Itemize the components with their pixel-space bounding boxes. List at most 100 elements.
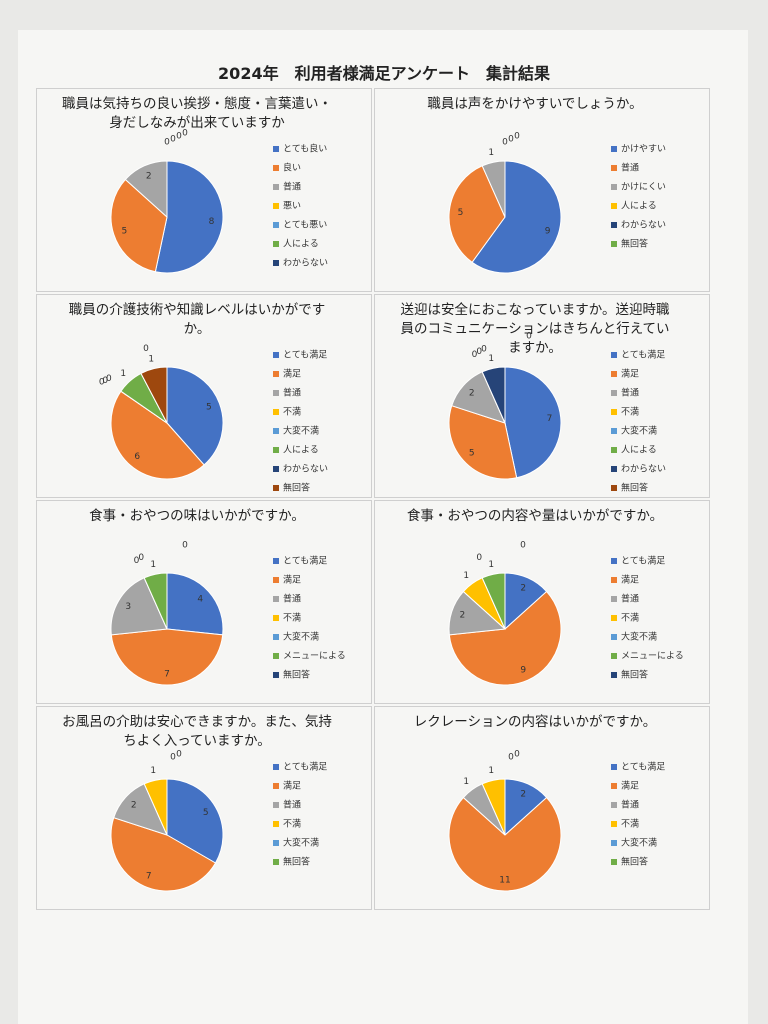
- legend-label: わからない: [283, 258, 328, 269]
- legend-label: わからない: [621, 464, 666, 475]
- legend-swatch: [611, 653, 617, 659]
- legend-label: とても良い: [283, 143, 327, 155]
- data-label: 0: [508, 135, 514, 145]
- data-label: 0: [476, 553, 482, 563]
- legend-swatch: [273, 840, 279, 846]
- legend-label: とても満足: [621, 762, 665, 773]
- data-label: 5: [122, 226, 128, 236]
- legend-label: 無回答: [283, 856, 310, 868]
- data-label: 0: [164, 138, 170, 148]
- legend-swatch: [611, 558, 617, 564]
- legend-label: 無回答: [283, 669, 310, 681]
- legend-swatch: [611, 447, 617, 453]
- data-label: 0: [182, 129, 188, 139]
- legend-label: 普通: [621, 387, 639, 399]
- legend-label: 不満: [283, 407, 301, 418]
- data-label: 0: [481, 345, 487, 355]
- legend-label: 不満: [283, 613, 301, 624]
- legend-label: 無回答: [621, 238, 648, 250]
- legend-swatch: [611, 634, 617, 640]
- legend-label: とても満足: [621, 350, 665, 361]
- data-label: 1: [488, 560, 494, 570]
- data-label: 0: [138, 553, 144, 563]
- legend-label: 普通: [283, 799, 301, 811]
- chart-panel: 職員の介護技術や知識レベルはいかがですか。 5 6 0 0 0 1 0 1 とても満足 満足 普通 不満…: [36, 294, 372, 498]
- legend-label: 大変不満: [621, 837, 657, 849]
- legend-label: 無回答: [621, 669, 648, 681]
- data-label: 1: [150, 766, 156, 776]
- legend-label: 普通: [621, 593, 639, 605]
- data-label: 0: [526, 332, 532, 342]
- legend-swatch: [273, 409, 279, 415]
- pie-slice: [110, 817, 217, 892]
- legend-swatch: [273, 634, 279, 640]
- data-label: 5: [206, 403, 212, 413]
- pie-slice: [166, 366, 224, 466]
- data-label: 2: [131, 801, 137, 811]
- legend-swatch: [611, 783, 617, 789]
- legend-swatch: [273, 466, 279, 472]
- legend-swatch: [611, 184, 617, 190]
- legend-label: 大変不満: [283, 837, 319, 849]
- legend-label: 無回答: [283, 482, 310, 494]
- chart-panel: 送迎は安全におこなっていますか。送迎時職員のコミュニケーションはきちんと行えてい…: [374, 294, 710, 498]
- legend-swatch: [273, 371, 279, 377]
- data-label: 0: [170, 753, 176, 763]
- legend-swatch: [611, 146, 617, 152]
- legend-swatch: [273, 615, 279, 621]
- legend-swatch: [273, 146, 279, 152]
- legend-label: 普通: [283, 181, 301, 193]
- legend-label: メニューによる: [283, 651, 346, 662]
- data-label: 0: [520, 541, 526, 551]
- legend-swatch: [273, 821, 279, 827]
- legend-label: とても満足: [283, 762, 327, 773]
- pie-slice: [471, 160, 562, 274]
- legend-label: 満足: [283, 575, 301, 586]
- data-label: 0: [476, 347, 482, 357]
- data-label: 5: [458, 208, 464, 218]
- legend-swatch: [273, 653, 279, 659]
- legend-swatch: [273, 241, 279, 247]
- pie-slice: [448, 165, 506, 264]
- pie-slice: [448, 590, 562, 686]
- data-label: 2: [520, 790, 526, 800]
- data-label: 1: [150, 560, 156, 570]
- legend-swatch: [611, 165, 617, 171]
- legend-label: 普通: [621, 799, 639, 811]
- legend-label: 不満: [621, 407, 639, 418]
- chart-panel: 職員は声をかけやすいでしょうか。 9 5 1 0 0 0 かけやすい 普通 かけにくい 人による わか…: [374, 88, 710, 292]
- legend-swatch: [273, 485, 279, 491]
- legend-label: とても満足: [621, 556, 665, 567]
- chart-panel: 食事・おやつの内容や量はいかがですか。 2 9 2 1 0 1 0 とても満足 満足 普通 不満 大変不…: [374, 500, 710, 704]
- legend-swatch: [273, 764, 279, 770]
- pie-slice: [140, 366, 168, 424]
- legend-label: 満足: [621, 575, 639, 586]
- legend-label: 人による: [621, 445, 657, 456]
- data-label: 7: [547, 414, 553, 424]
- data-label: 2: [520, 584, 526, 594]
- chart-title: お風呂の介助は安心できますか。また、気持ちよく入っていますか。: [62, 714, 332, 749]
- legend-label: 大変不満: [621, 631, 657, 643]
- legend-swatch: [611, 203, 617, 209]
- pie-slice: [110, 178, 168, 273]
- data-label: 0: [514, 132, 520, 142]
- legend-swatch: [611, 859, 617, 865]
- pie-slice: [448, 796, 562, 892]
- legend-swatch: [611, 390, 617, 396]
- legend-label: 大変不満: [283, 425, 319, 437]
- legend-swatch: [611, 428, 617, 434]
- legend-swatch: [273, 165, 279, 171]
- legend-swatch: [273, 577, 279, 583]
- data-label: 0: [106, 374, 112, 384]
- legend-label: 満足: [621, 369, 639, 380]
- pie-slice: [166, 778, 224, 864]
- chart-panel: 食事・おやつの味はいかがですか。 4 7 3 0 0 1 0 とても満足 満足 普通 不満 大変不満 メニ…: [36, 500, 372, 704]
- legend-label: メニューによる: [621, 651, 684, 662]
- pie-slice: [110, 628, 224, 686]
- data-label: 1: [488, 148, 494, 158]
